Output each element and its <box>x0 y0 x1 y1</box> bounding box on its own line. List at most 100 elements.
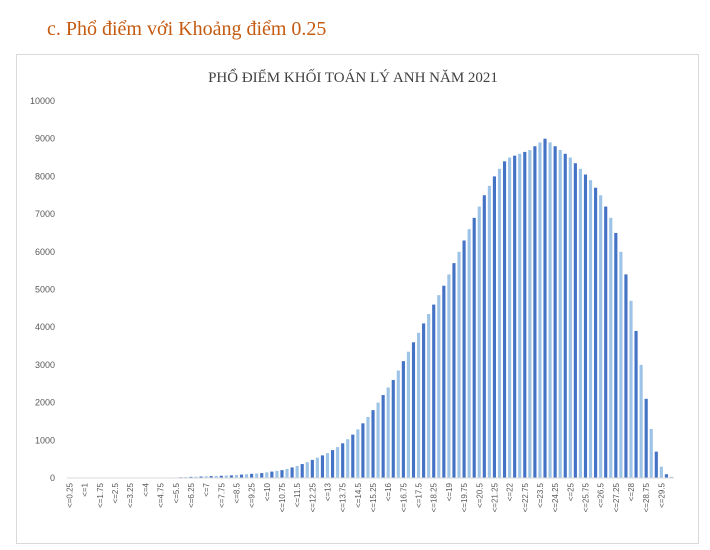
histogram-bar <box>189 476 193 478</box>
histogram-bar <box>406 351 411 478</box>
x-tick-label: <=10.75 <box>278 482 287 512</box>
x-tick-label: <=25.75 <box>581 482 590 512</box>
x-tick-label: <=10 <box>263 482 272 501</box>
x-axis: <=0.25 <=1 <=1.75 <=2.5 <=3.25 <=4 <=4.75 <=5.5… <box>66 482 667 512</box>
x-tick-label: <=25 <box>566 482 575 501</box>
x-tick-label: <=1 <box>81 482 90 496</box>
histogram-bar <box>229 475 233 478</box>
histogram-bar <box>482 195 486 478</box>
x-tick-label: <=28 <box>627 482 636 501</box>
histogram-bar <box>255 473 259 478</box>
x-tick-label: <=7 <box>202 482 211 496</box>
histogram-bar <box>381 395 385 478</box>
histogram-bar <box>563 153 567 478</box>
histogram-bar <box>447 274 451 478</box>
x-tick-label: <=12.25 <box>308 482 317 512</box>
histogram-bar <box>472 217 476 478</box>
x-tick-label: <=24.25 <box>551 482 560 512</box>
histogram-bar <box>295 465 299 478</box>
y-tick-label: 6000 <box>35 247 55 257</box>
x-tick-label: <=21.25 <box>490 482 499 512</box>
histogram-bar <box>376 402 380 478</box>
histogram-bar <box>219 475 223 478</box>
x-tick-label: <=22 <box>506 482 515 501</box>
histogram-bar <box>614 232 618 478</box>
histogram-bar <box>624 274 628 478</box>
y-tick-label: 7000 <box>35 209 55 219</box>
histogram-bar <box>280 470 284 478</box>
histogram-bar <box>462 240 466 478</box>
histogram-bar <box>609 217 613 478</box>
histogram-bar <box>325 453 330 478</box>
histogram-bar <box>386 387 390 478</box>
x-tick-label: <=15.25 <box>369 482 378 512</box>
histogram-bar <box>320 455 325 478</box>
histogram-bar <box>543 138 547 478</box>
histogram-bar <box>457 251 461 478</box>
histogram-bar <box>619 251 623 478</box>
histogram-bar <box>199 476 203 478</box>
histogram-bar <box>361 423 365 478</box>
histogram-bar <box>477 206 481 478</box>
histogram-bar <box>351 434 355 478</box>
histogram-bar <box>538 142 542 478</box>
histogram-bar <box>300 464 304 478</box>
histogram-bar <box>234 474 239 478</box>
histogram-bar <box>583 174 588 478</box>
histogram-bar <box>401 361 405 478</box>
y-tick-label: 4000 <box>35 322 55 332</box>
x-tick-label: <=11.5 <box>293 482 302 507</box>
histogram-bar <box>270 471 274 478</box>
histogram-bar <box>346 439 350 478</box>
x-tick-label: <=19 <box>445 482 454 501</box>
histogram-bar <box>250 473 254 478</box>
histogram-bar <box>497 168 502 479</box>
x-tick-label: <=19.75 <box>460 482 469 512</box>
histogram-bar <box>578 168 582 479</box>
histogram-bar <box>315 457 319 478</box>
histogram-bar <box>588 180 593 479</box>
x-tick-label: <=9.25 <box>248 482 257 507</box>
histogram-bar <box>558 150 562 478</box>
histogram-bar <box>594 187 598 478</box>
x-tick-label: <=13 <box>324 482 333 501</box>
x-tick-label: <=5.5 <box>172 482 181 503</box>
x-tick-label: <=4.75 <box>157 482 166 507</box>
x-tick-label: <=8.5 <box>232 482 241 503</box>
x-tick-label: <=1.75 <box>96 482 105 507</box>
histogram-bar <box>452 263 456 478</box>
x-tick-label: <=20.5 <box>475 482 484 507</box>
x-tick-label: <=16 <box>384 482 393 501</box>
histogram-bar <box>599 195 603 478</box>
histogram-bar <box>330 450 335 478</box>
x-tick-label: <=2.5 <box>111 482 120 503</box>
chart-title: PHỔ ĐIỂM KHỐI TOÁN LÝ ANH NĂM 2021 <box>208 68 498 86</box>
histogram-bar <box>502 161 507 478</box>
histogram-bar <box>214 475 218 478</box>
x-tick-label: <=29.5 <box>657 482 666 507</box>
histogram-bar <box>265 472 269 478</box>
x-tick-label: <=6.25 <box>187 482 196 507</box>
histogram-bar <box>573 163 577 478</box>
histogram-bar <box>523 151 527 478</box>
histogram-bar <box>492 176 496 478</box>
histogram-bar <box>654 451 658 478</box>
histogram-bar <box>513 155 517 478</box>
histogram-bar <box>644 398 648 478</box>
x-tick-label: <=23.5 <box>536 482 545 507</box>
histogram-bar <box>629 300 633 478</box>
histogram-bar <box>422 323 426 478</box>
y-tick-label: 9000 <box>35 134 55 144</box>
histogram-bar <box>391 379 395 478</box>
histogram-bar <box>604 206 608 478</box>
x-tick-label: <=17.5 <box>415 482 424 507</box>
y-tick-label: 8000 <box>35 171 55 181</box>
histogram-bar <box>209 476 213 478</box>
histogram-bar <box>336 447 340 478</box>
histogram-bar <box>285 468 289 478</box>
histogram-bar <box>568 157 572 479</box>
histogram-bar <box>664 474 668 478</box>
x-tick-label: <=3.25 <box>126 482 135 507</box>
histogram-bar <box>416 332 421 478</box>
y-axis: 0 1000 2000 3000 4000 5000 6000 7000 8000 9000 100… <box>30 96 55 483</box>
